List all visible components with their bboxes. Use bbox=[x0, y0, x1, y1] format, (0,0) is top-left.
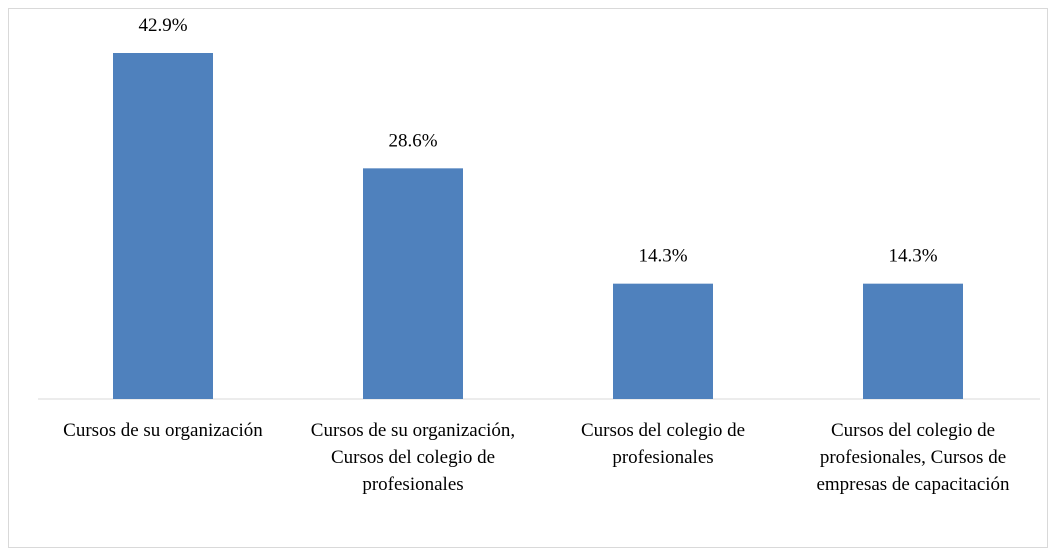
bar bbox=[113, 53, 213, 399]
bar bbox=[363, 168, 463, 399]
x-tick-label: Cursos del colegio de profesionales, Cur… bbox=[816, 420, 1010, 495]
data-label: 28.6% bbox=[388, 130, 437, 151]
x-tick-label: Cursos de su organización, Cursos del co… bbox=[310, 420, 516, 495]
data-label: 42.9% bbox=[138, 15, 187, 36]
bar bbox=[863, 283, 963, 399]
x-tick-label: Cursos del colegio de profesionales bbox=[580, 420, 746, 468]
x-tick-label: Cursos de su organización bbox=[63, 420, 263, 441]
data-label: 14.3% bbox=[888, 246, 937, 267]
data-label: 14.3% bbox=[638, 246, 687, 267]
bar bbox=[613, 283, 713, 399]
